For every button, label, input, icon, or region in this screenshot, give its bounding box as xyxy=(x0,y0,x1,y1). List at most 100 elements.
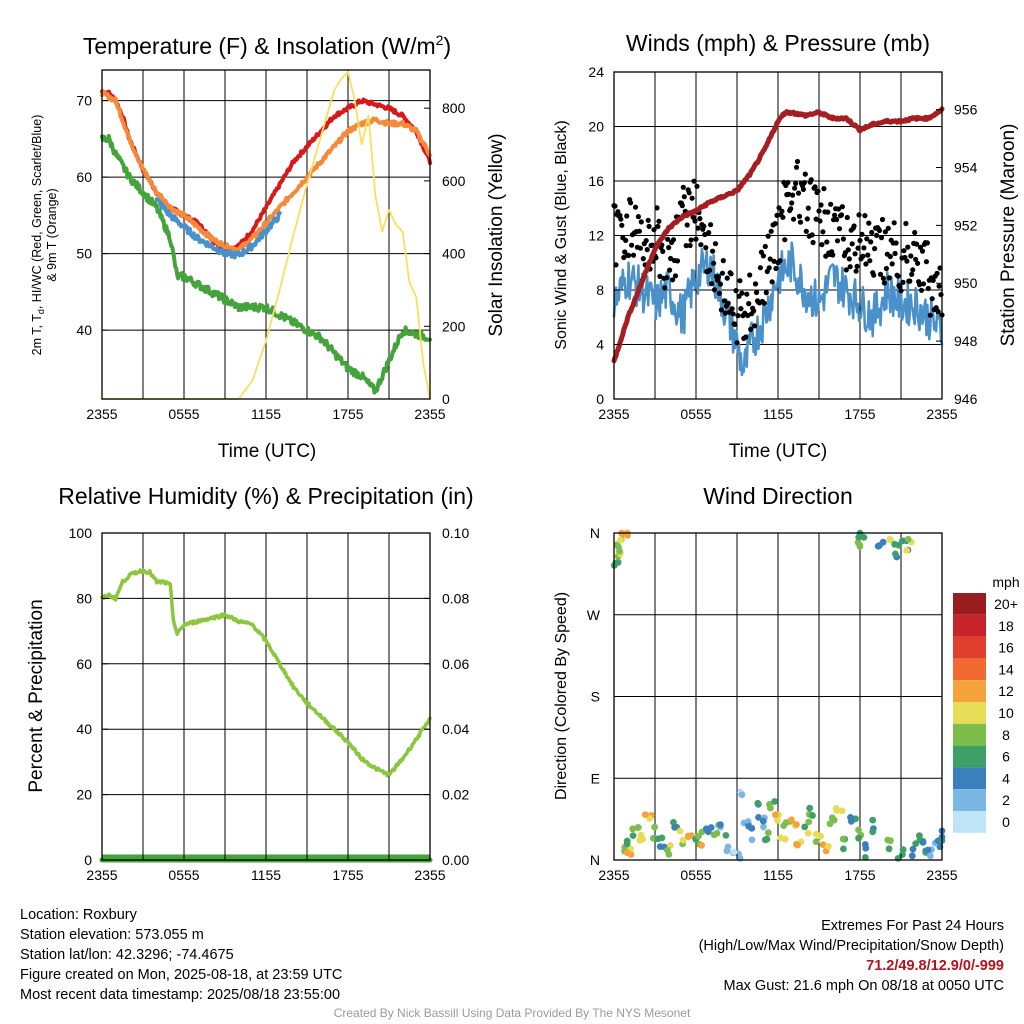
elevation-text: Station elevation: 573.055 m xyxy=(20,927,204,943)
gust-point xyxy=(903,220,909,227)
gust-point xyxy=(619,222,625,228)
direction-point xyxy=(634,824,642,831)
gust-point xyxy=(655,223,661,230)
gust-point xyxy=(683,243,689,249)
gust-point xyxy=(636,228,643,234)
direction-point xyxy=(794,841,801,849)
gust-point xyxy=(908,253,914,259)
legend-title: mph xyxy=(992,574,1019,590)
y-tick-label: 20 xyxy=(588,119,604,135)
direction-point xyxy=(887,837,894,845)
gust-point xyxy=(707,267,713,273)
gust-point xyxy=(834,216,840,223)
gust-point xyxy=(791,216,797,222)
gust-point xyxy=(728,271,734,277)
gust-point xyxy=(866,220,872,226)
temp-y-axis-label: 2m T, Td, HI/WC (Red, Green, Scarlet/Blu… xyxy=(30,115,46,356)
gust-point xyxy=(804,216,810,222)
rh-grid xyxy=(102,533,430,860)
direction-point xyxy=(908,852,916,860)
direction-point xyxy=(679,836,687,844)
gust-point xyxy=(854,263,860,269)
direction-point xyxy=(772,811,779,818)
gust-point xyxy=(836,226,843,232)
legend-label: 14 xyxy=(998,661,1014,677)
recent-text: Most recent data timestamp: 2025/08/18 2… xyxy=(20,987,341,1003)
x-tick-label: 1155 xyxy=(251,406,281,422)
legend-label: 8 xyxy=(1002,727,1010,743)
speed-legend: 20+ 18 16 14 12 10 8 6 4 2 0 xyxy=(953,593,1018,833)
gust-point xyxy=(726,309,732,315)
station-info: Location: Roxbury Station elevation: 573… xyxy=(20,905,342,1005)
gust-point xyxy=(852,251,858,257)
gust-point xyxy=(664,275,670,281)
temp-y-axis: 40 50 60 70 xyxy=(76,93,108,338)
dir-y-axis-label: Direction (Colored By Speed) xyxy=(553,592,570,800)
gust-point xyxy=(646,223,652,229)
gust-point xyxy=(761,300,767,306)
direction-point xyxy=(755,814,762,821)
direction-point xyxy=(861,841,869,848)
gust-point xyxy=(644,247,650,253)
gust-point xyxy=(665,236,671,242)
gust-point xyxy=(716,290,723,296)
direction-point xyxy=(754,799,762,807)
y-right-tick-label: 0.02 xyxy=(442,787,469,803)
x-tick-label: 2355 xyxy=(414,406,445,422)
gust-point xyxy=(767,256,773,262)
gust-point xyxy=(632,204,639,210)
gust-point xyxy=(702,231,708,238)
direction-point xyxy=(824,843,832,850)
gust-point xyxy=(739,290,745,296)
gust-point xyxy=(720,258,726,264)
direction-point xyxy=(924,846,932,854)
gust-point xyxy=(913,256,919,262)
legend-swatch xyxy=(953,593,986,615)
dir-x-axis: 2355 0555 1155 1755 2355 xyxy=(598,854,958,883)
gust-point xyxy=(612,203,618,209)
y-right-tick-label: 400 xyxy=(442,246,466,262)
gust-point xyxy=(733,288,739,294)
x-tick-label: 1155 xyxy=(251,867,281,883)
temp-series-group xyxy=(100,70,432,400)
gust-point xyxy=(868,239,874,245)
x-tick-label: 1155 xyxy=(763,406,793,422)
direction-point xyxy=(919,839,927,846)
gust-point xyxy=(794,158,801,165)
gust-point xyxy=(935,309,941,315)
gust-point xyxy=(635,214,642,220)
gust-point xyxy=(698,242,704,248)
latlon-text: Station lat/lon: 42.3296; -74.4675 xyxy=(20,947,234,963)
gust-point xyxy=(805,205,811,211)
gust-point xyxy=(688,237,694,243)
direction-point xyxy=(738,791,746,799)
gust-point xyxy=(719,270,726,276)
y-tick-label: 40 xyxy=(76,322,92,338)
gust-point xyxy=(753,289,760,296)
y-right-tick-label: 950 xyxy=(954,275,978,291)
direction-point xyxy=(804,829,812,837)
direction-point xyxy=(869,816,877,824)
rh-panel: Relative Humidity (%) & Precipitation (i… xyxy=(26,483,474,883)
direction-point xyxy=(641,811,649,818)
legend-label: 2 xyxy=(1002,792,1010,808)
series-station-pressure xyxy=(611,106,945,364)
gust-point xyxy=(762,243,768,250)
gust-point xyxy=(843,267,849,273)
gust-point xyxy=(901,248,907,254)
gust-point xyxy=(813,216,819,222)
gust-point xyxy=(795,190,802,196)
x-tick-label: 2355 xyxy=(598,867,629,883)
gust-point xyxy=(681,194,687,200)
gust-point xyxy=(743,334,749,340)
wind-y-axis-label: Sonic Wind & Gust (Blue, Black) xyxy=(553,120,570,349)
gust-point xyxy=(638,219,644,225)
y-right-tick-label: 800 xyxy=(442,100,466,116)
gust-point xyxy=(924,240,931,246)
legend-swatch xyxy=(953,723,986,746)
gust-point xyxy=(889,261,895,267)
gust-point xyxy=(785,179,791,186)
gust-point xyxy=(640,256,646,262)
direction-point xyxy=(885,845,893,853)
